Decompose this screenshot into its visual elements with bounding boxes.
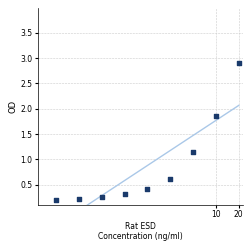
Point: [54, 198, 58, 202]
Y-axis label: OD: OD: [9, 100, 18, 113]
Point: [168, 177, 172, 181]
Point: [145, 187, 149, 191]
Point: [214, 114, 218, 118]
Point: [100, 196, 104, 200]
X-axis label: Rat ESD
Concentration (ng/ml): Rat ESD Concentration (ng/ml): [98, 222, 182, 241]
Point: [122, 192, 126, 196]
Point: [237, 61, 241, 65]
Point: [191, 150, 195, 154]
Point: [77, 198, 81, 202]
